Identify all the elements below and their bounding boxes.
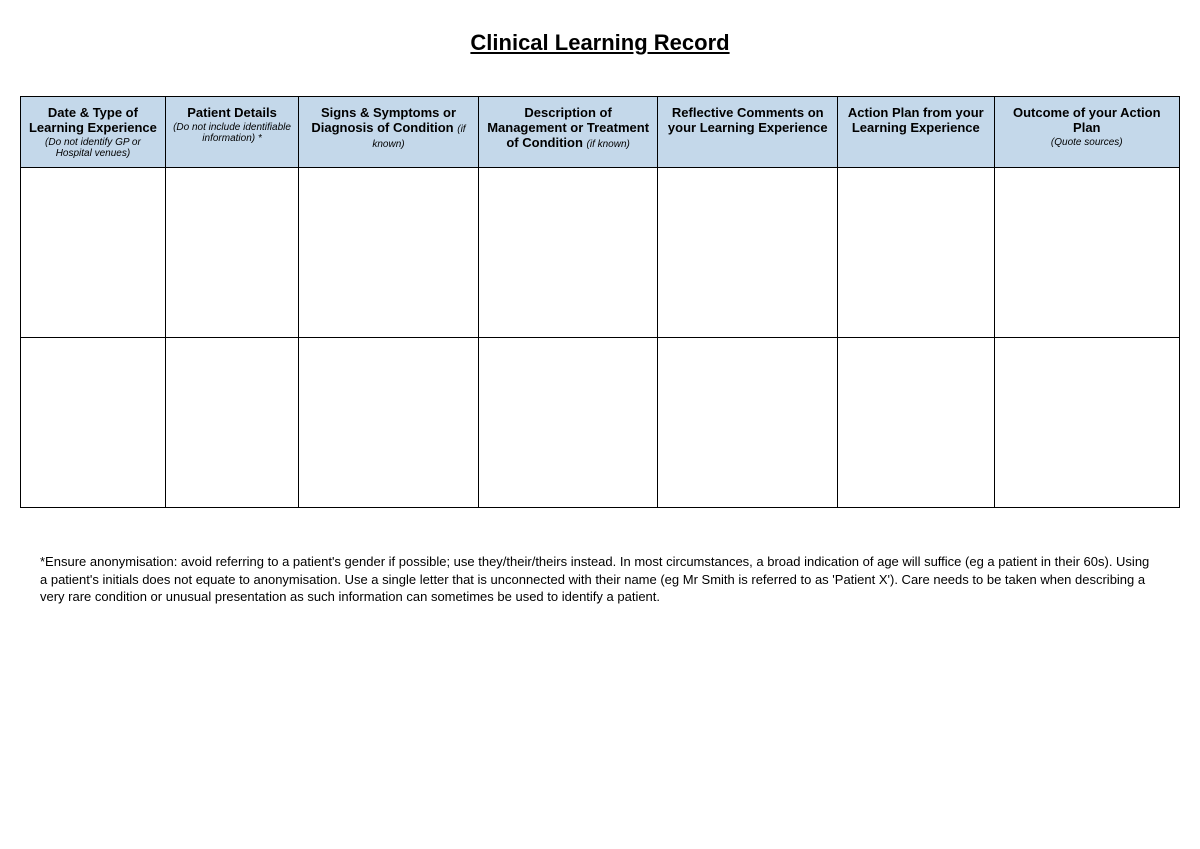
table-header-row: Date & Type of Learning Experience (Do n… bbox=[21, 97, 1180, 168]
cell[interactable] bbox=[478, 338, 658, 508]
col-header-signs: Signs & Symptoms or Diagnosis of Conditi… bbox=[299, 97, 479, 168]
cell[interactable] bbox=[994, 168, 1179, 338]
col-header-date: Date & Type of Learning Experience (Do n… bbox=[21, 97, 166, 168]
col-header-title: Signs & Symptoms or Diagnosis of Conditi… bbox=[311, 105, 456, 135]
cell[interactable] bbox=[299, 338, 479, 508]
col-header-title: Action Plan from your Learning Experienc… bbox=[848, 105, 984, 135]
footnote-text: *Ensure anonymisation: avoid referring t… bbox=[40, 553, 1160, 606]
cell[interactable] bbox=[299, 168, 479, 338]
col-header-patient: Patient Details (Do not include identifi… bbox=[165, 97, 298, 168]
page-title: Clinical Learning Record bbox=[20, 30, 1180, 56]
cell[interactable] bbox=[165, 168, 298, 338]
cell[interactable] bbox=[21, 168, 166, 338]
cell[interactable] bbox=[994, 338, 1179, 508]
col-header-title: Outcome of your Action Plan bbox=[1013, 105, 1161, 135]
cell[interactable] bbox=[838, 338, 994, 508]
col-header-outcome: Outcome of your Action Plan (Quote sourc… bbox=[994, 97, 1179, 168]
col-header-title: Patient Details bbox=[187, 105, 277, 120]
col-header-subnote: (Do not include identifiable information… bbox=[172, 122, 292, 144]
col-header-title: Reflective Comments on your Learning Exp… bbox=[668, 105, 828, 135]
table-row bbox=[21, 168, 1180, 338]
col-header-title: Date & Type of Learning Experience bbox=[29, 105, 157, 135]
col-header-management: Description of Management or Treatment o… bbox=[478, 97, 658, 168]
table-row bbox=[21, 338, 1180, 508]
cell[interactable] bbox=[658, 338, 838, 508]
cell[interactable] bbox=[21, 338, 166, 508]
col-header-action-plan: Action Plan from your Learning Experienc… bbox=[838, 97, 994, 168]
cell[interactable] bbox=[478, 168, 658, 338]
col-header-inline-note: (if known) bbox=[587, 139, 630, 150]
col-header-reflective: Reflective Comments on your Learning Exp… bbox=[658, 97, 838, 168]
col-header-subnote: (Quote sources) bbox=[1001, 137, 1173, 148]
cell[interactable] bbox=[658, 168, 838, 338]
cell[interactable] bbox=[838, 168, 994, 338]
cell[interactable] bbox=[165, 338, 298, 508]
learning-record-table: Date & Type of Learning Experience (Do n… bbox=[20, 96, 1180, 508]
col-header-subnote: (Do not identify GP or Hospital venues) bbox=[27, 137, 159, 159]
